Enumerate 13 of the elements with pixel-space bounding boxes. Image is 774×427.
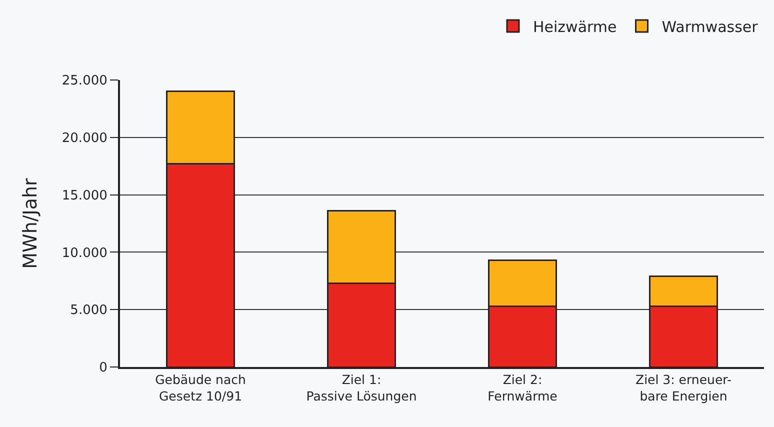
x-tick-label: Gebäude nach Gesetz 10/91 [155,372,246,404]
legend-label: Heizwärme [533,18,617,36]
x-tick-label: Ziel 1: Passive Lösungen [306,372,417,404]
y-tick-label: 5.000 [70,303,108,318]
y-axis-title: MWh/Jahr [19,178,42,269]
x-tick-label: Ziel 2: Fernwärme [488,372,558,404]
y-tick-label: 10.000 [62,246,108,261]
y-tick-label: 20.000 [62,130,108,146]
y-tick-label: 0 [99,360,108,376]
legend-label: Warmwasser [662,18,759,36]
y-tick-label: 15.000 [62,188,108,204]
y-tick-label: 25.000 [62,74,108,89]
x-tick-label: Ziel 3: erneuer- bare Energien [636,372,732,404]
